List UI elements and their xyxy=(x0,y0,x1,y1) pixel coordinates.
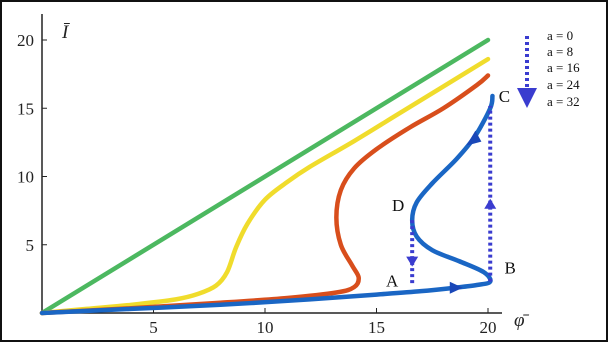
point-label-c: C xyxy=(499,87,510,106)
point-label-d: D xyxy=(392,196,404,215)
jump-arrowhead-1 xyxy=(484,198,497,209)
y-axis-label: Ī xyxy=(61,22,70,43)
axis-ticks: 5 10 15 20 5 10 15 20 xyxy=(17,31,497,337)
x-tick-label: 5 xyxy=(149,318,158,337)
flow-arrowhead-0 xyxy=(449,281,463,294)
legend-entry: a = 8 xyxy=(547,44,573,59)
series-line-0 xyxy=(39,37,491,316)
annotation-layer xyxy=(406,105,497,294)
point-label-b: B xyxy=(505,259,516,278)
point-label-a: A xyxy=(386,272,399,291)
legend-entry: a = 32 xyxy=(547,94,580,109)
x-tick-label: 15 xyxy=(368,318,385,337)
series-line-1 xyxy=(39,56,491,316)
legend-entry: a = 0 xyxy=(547,28,573,43)
y-tick-label: 10 xyxy=(17,168,34,187)
y-tick-label: 5 xyxy=(26,236,35,255)
x-axis-label: φ̄ xyxy=(514,310,530,331)
series-layer xyxy=(39,37,495,316)
series-line-3 xyxy=(39,93,495,316)
legend-entry: a = 16 xyxy=(547,60,580,75)
flow-arrowhead-1 xyxy=(466,130,482,146)
y-tick-label: 15 xyxy=(17,99,34,118)
x-tick-label: 10 xyxy=(257,318,274,337)
y-tick-label: 20 xyxy=(17,31,34,50)
x-tick-label: 20 xyxy=(480,318,497,337)
point-labels: A B C D xyxy=(386,87,516,291)
jump-arrowhead-0 xyxy=(406,256,419,267)
legend-entry: a = 24 xyxy=(547,77,580,92)
legend: a = 0 a = 8 a = 16 a = 24 a = 32 xyxy=(517,28,580,109)
